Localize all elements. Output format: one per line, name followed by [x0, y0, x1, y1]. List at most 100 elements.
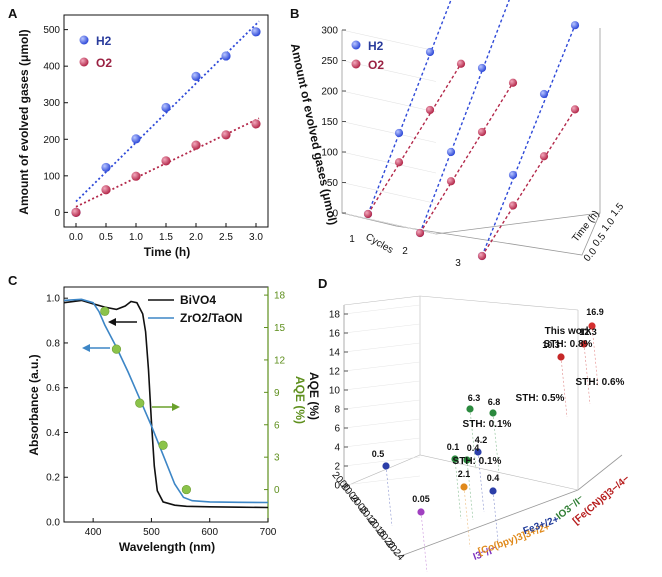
panel-b-point-o2 [363, 209, 373, 219]
panel-d-point [417, 508, 425, 516]
panel-b-point-h2 [477, 63, 487, 73]
panel-d-annotation: STH: 0.5% [516, 393, 565, 404]
panel-c-xtick-label: 500 [143, 527, 160, 538]
panel-b-point-h2 [508, 170, 518, 180]
panel-b-trend-o2 [367, 63, 462, 215]
panel-a-xtick-label: 2.0 [189, 232, 203, 243]
panel-c-ytick-label: 0.4 [46, 428, 60, 439]
panel-d-point-label: 6.3 [468, 393, 481, 403]
panel-d-point [460, 483, 468, 491]
panel-a-xtick-label: 0.0 [69, 232, 83, 243]
panel-d-ztick-label: 10 [329, 386, 341, 397]
panel-d-gridline [343, 342, 421, 353]
panel-c-arrow-green [152, 403, 180, 411]
panel-c-y2label: AQE (%) [293, 376, 307, 424]
panel-a-ytick-label: 100 [43, 171, 60, 182]
panel-a-point-h2 [221, 51, 231, 61]
panel-d-point [466, 405, 474, 413]
panel-b-xlabel: Cycles [364, 232, 395, 257]
panel-a-point-o2 [161, 156, 171, 166]
panel-d-ztick-label: 18 [329, 310, 341, 321]
panel-d-point [474, 448, 482, 456]
panel-a-frame [63, 14, 269, 228]
panel-c-xtick-label: 400 [85, 527, 102, 538]
panel-b-xtick-label: 1 [349, 234, 355, 245]
panel-a-xlabel: Time (h) [144, 245, 190, 259]
panel-a-point-o2 [71, 207, 81, 217]
panel-b-point-o2 [508, 78, 518, 87]
panel-d-point-label: 0.4 [467, 443, 480, 453]
panel-b-gridline [341, 151, 437, 174]
panel-b-xtick-label: 2 [402, 246, 408, 257]
panel-d-ztick-label: 14 [329, 348, 341, 359]
panel-a-ylabel: Amount of evolved gases (μmol) [17, 29, 31, 214]
panel-b-point-o2 [446, 177, 456, 186]
panel-c-ytick-label: 0.0 [46, 518, 60, 529]
panel-c-ytick-label: 1.0 [46, 294, 60, 305]
panel-b-ztick-label: 50 [327, 178, 339, 189]
panel-a-ytick-label: 400 [43, 62, 60, 73]
panel-d-point-label: 12.3 [579, 327, 597, 337]
panel-c-xtick-label: 700 [260, 527, 277, 538]
panel-a-ytick-label: 300 [43, 98, 60, 109]
panel-d-gridline [343, 475, 421, 486]
panel-b-legend-o2-marker [351, 59, 361, 69]
panel-b-ztick-label: 150 [321, 117, 338, 128]
panel-b-timetick-label: 0.5 [591, 231, 609, 249]
panel-d-stem [454, 458, 462, 520]
panel-b-point-o2 [570, 105, 580, 114]
panel-d-point-label: 4.2 [475, 435, 488, 445]
panel-d-point [463, 456, 471, 464]
panel-c-y2tick-label: 6 [274, 420, 280, 431]
panel-d-ztick-label: 16 [329, 329, 341, 340]
panel-d-annotation: STH: 0.6% [576, 377, 625, 388]
panel-a-legend-h2: H2 [96, 34, 112, 48]
panel-d-point [451, 455, 459, 463]
panel-b-ztick-label: 0 [332, 209, 338, 220]
panel-d-gridline [343, 304, 421, 315]
panel-a-legend-h2-marker [79, 35, 89, 45]
panel-c-ylabel: Absorbance (a.u.) [27, 354, 41, 455]
panel-b-gridline [341, 182, 437, 204]
panel-a-legend-o2: O2 [96, 56, 112, 70]
panel-b-box-edge [341, 28, 601, 256]
panel-b-point-o2 [415, 228, 425, 238]
panel-d-gridline [343, 456, 421, 467]
panel-d-point-label: 0.5 [372, 449, 385, 459]
panel-c-y2tick-label: 9 [274, 388, 280, 399]
panel-c-y2tick-label: 3 [274, 453, 280, 464]
panel-b-legend-o2: O2 [368, 58, 384, 72]
panel-d-point-label: 2.1 [458, 469, 471, 479]
panel-b-trend-o2 [419, 82, 514, 234]
panel-a-legend-o2-marker [79, 57, 89, 67]
panel-d-annotation: This work [545, 326, 592, 337]
panel-b-point-h2 [425, 47, 435, 57]
panel-d-ztick-label: 4 [334, 443, 340, 454]
panel-a-xtick-label: 0.5 [99, 232, 113, 243]
panel-d-point [588, 322, 596, 330]
panel-b-gridline [341, 90, 437, 113]
panel-b-point-o2 [394, 158, 404, 167]
panel-d-gridline [343, 380, 421, 391]
panel-b-trend-h2 [419, 0, 510, 234]
panel-d-point-label: 16.9 [586, 307, 604, 317]
panel-d-ztick-label: 6 [334, 424, 340, 435]
panel-c-line-taon [63, 298, 269, 504]
panel-a-ytick-label: 0 [54, 208, 60, 219]
panel-d-point [489, 487, 497, 495]
panel-d-yeartick-label: 2024 [383, 539, 406, 563]
panel-d-point-label: 6.8 [488, 397, 501, 407]
panel-c-aqe-point [111, 344, 122, 354]
panel-a-point-o2 [131, 171, 141, 181]
panel-b-zlabel: Amount of evolved gases (μmol) [288, 42, 340, 226]
panel-c-line-bivo4 [63, 299, 269, 509]
panel-c-y2tick-label: 12 [274, 355, 286, 366]
panel-c-ytick-label: 0.8 [46, 338, 60, 349]
panel-c-aqe-point [181, 484, 191, 495]
panel-a-letter: A [8, 6, 18, 21]
panel-b-point-h2 [539, 89, 549, 99]
panel-b-xtick-label: 3 [455, 258, 461, 269]
panel-b-timetick-label: 1.0 [600, 216, 618, 234]
panel-d-ylabel: AQE (%) [307, 372, 321, 420]
panel-a-point-h2 [161, 102, 171, 113]
